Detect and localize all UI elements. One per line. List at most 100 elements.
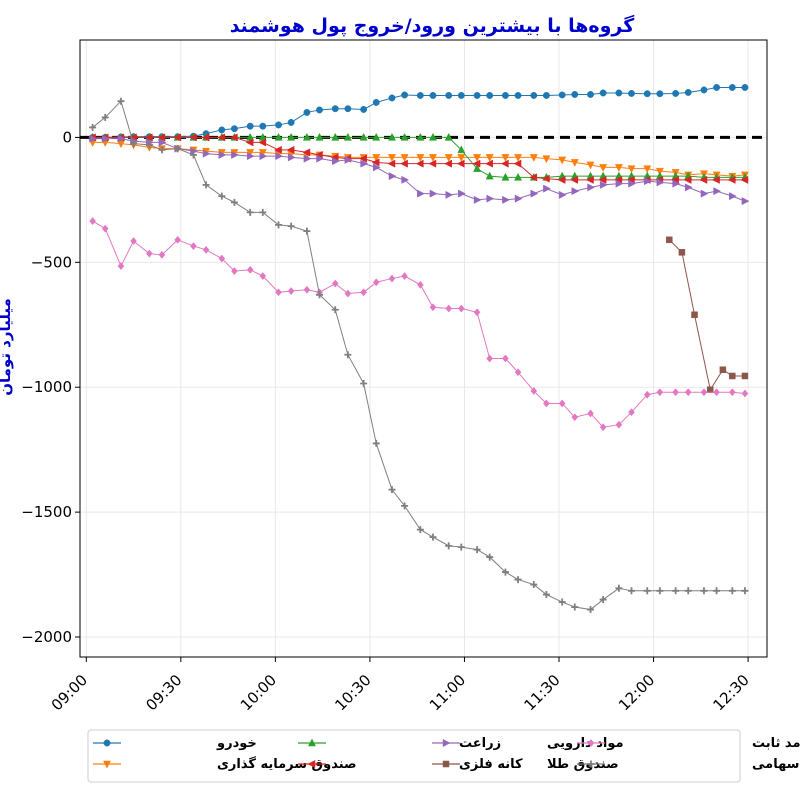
legend-label: صندوق درآمد ثابت (752, 734, 800, 751)
data-point (287, 222, 295, 230)
data-point (416, 132, 425, 141)
data-point (672, 179, 681, 188)
data-point (89, 217, 96, 226)
data-point (218, 126, 226, 134)
data-point (571, 413, 579, 422)
legend-marker (102, 760, 112, 769)
data-point (202, 181, 210, 189)
data-point (586, 161, 595, 170)
legend-label: کانه فلزی (459, 757, 523, 772)
data-point (542, 591, 550, 599)
data-point (501, 154, 510, 162)
data-point (388, 94, 396, 102)
data-point (501, 568, 509, 576)
data-point (445, 304, 453, 313)
data-point (684, 388, 692, 397)
data-point (558, 598, 566, 606)
data-point (678, 249, 686, 256)
data-point (372, 439, 380, 447)
data-point (343, 132, 352, 141)
data-point (444, 132, 453, 141)
data-point (316, 291, 324, 299)
data-point (372, 154, 381, 162)
series-کانه-فلزی (88, 133, 749, 184)
legend-item: صندوق درآمد ثابت (577, 734, 800, 751)
data-point (344, 289, 352, 298)
data-point (246, 265, 254, 274)
data-point (615, 179, 624, 188)
legend-item: زراعت (298, 736, 501, 751)
legend-marker (442, 760, 450, 768)
legend-marker (307, 759, 316, 769)
data-point (457, 145, 466, 154)
data-point (401, 175, 410, 184)
data-point (501, 172, 510, 181)
data-point (585, 175, 594, 184)
series-صندوق-سهامی (89, 97, 749, 614)
data-point (598, 175, 607, 184)
data-point (643, 587, 651, 595)
data-point (473, 164, 482, 172)
data-point (571, 187, 580, 196)
y-tick-label: −1000 (21, 378, 72, 396)
data-point (571, 91, 579, 98)
data-point (543, 184, 551, 193)
data-point (101, 134, 110, 143)
data-point (558, 156, 567, 165)
data-point (315, 132, 324, 141)
data-point (741, 372, 749, 380)
legend-marker (103, 739, 111, 747)
legend-label: خودرو (216, 736, 257, 751)
data-point (416, 154, 425, 162)
data-point (707, 386, 714, 393)
data-point (514, 154, 523, 162)
data-point (173, 133, 181, 142)
data-point (712, 175, 720, 184)
data-point (259, 152, 268, 161)
data-point (303, 108, 311, 116)
legend-item: کانه فلزی (298, 757, 523, 772)
data-point (486, 354, 494, 363)
data-point (628, 179, 637, 188)
data-point (656, 90, 664, 98)
data-point (246, 208, 254, 216)
data-point (246, 122, 254, 130)
data-point (416, 92, 424, 99)
legend-box (87, 729, 741, 783)
data-point (89, 134, 98, 143)
data-point (729, 192, 737, 201)
data-point (246, 152, 255, 161)
data-point (700, 388, 708, 397)
data-point (360, 105, 368, 113)
data-point (558, 190, 567, 199)
data-point (542, 155, 551, 164)
data-point (691, 311, 698, 319)
data-point (387, 154, 396, 162)
legend-item: صندوق سهامی (577, 757, 800, 772)
data-point (429, 533, 437, 541)
data-point (275, 152, 284, 161)
data-point (457, 543, 465, 551)
legend-marker (307, 738, 317, 747)
data-point (316, 154, 325, 163)
data-point (543, 399, 550, 408)
data-point (230, 198, 238, 206)
data-point (615, 89, 623, 97)
data-point (615, 584, 623, 592)
data-point (713, 187, 722, 196)
data-point (231, 267, 238, 276)
chart-title: گروه‌ها با بیشترین ورود/خروج پول هوشمند (230, 14, 636, 37)
data-point (417, 280, 424, 289)
data-point (643, 90, 651, 98)
data-point (202, 149, 211, 158)
data-point (502, 354, 509, 363)
data-point (387, 159, 396, 168)
data-point (486, 194, 495, 203)
data-point (287, 153, 296, 162)
data-point (444, 154, 453, 162)
data-point (245, 138, 254, 147)
data-point (684, 587, 692, 595)
data-point (627, 587, 635, 595)
data-point (372, 98, 380, 106)
data-point (472, 159, 481, 168)
